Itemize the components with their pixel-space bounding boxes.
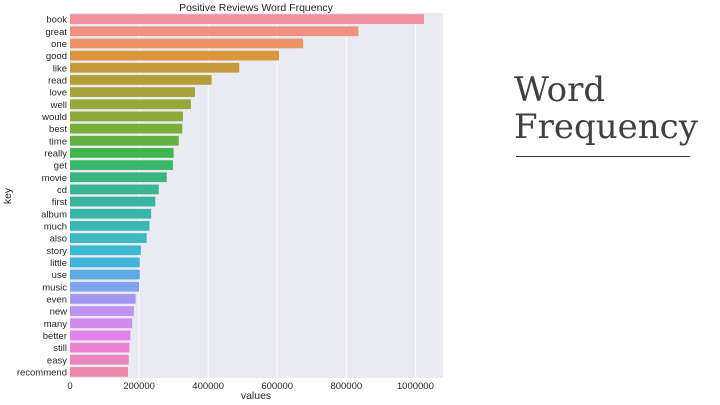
slide-title: Word Frequency bbox=[514, 72, 698, 146]
y-tick-label: first bbox=[52, 197, 68, 208]
y-tick-label: still bbox=[53, 343, 67, 354]
y-tick-label: time bbox=[49, 136, 67, 147]
bar-even bbox=[70, 294, 136, 304]
y-tick-label: read bbox=[48, 75, 67, 86]
bar-album bbox=[70, 208, 152, 219]
y-tick-label: little bbox=[50, 258, 67, 269]
x-tick-label: 600000 bbox=[261, 381, 293, 392]
grid-lines bbox=[69, 13, 416, 378]
slide-title-line-2: Frequency bbox=[514, 107, 698, 147]
plot-area bbox=[70, 13, 443, 378]
bar-movie bbox=[70, 172, 167, 183]
bar-little bbox=[70, 257, 140, 268]
y-tick-label: album bbox=[41, 209, 67, 220]
bar-read bbox=[70, 75, 212, 85]
x-tick-label: 0 bbox=[67, 381, 72, 392]
y-tick-label: book bbox=[46, 15, 67, 26]
y-tick-label: good bbox=[46, 51, 67, 62]
bar-recommend bbox=[70, 367, 129, 377]
y-tick-label: cd bbox=[57, 185, 67, 196]
y-tick-label: better bbox=[43, 331, 67, 342]
y-tick-label: even bbox=[46, 294, 67, 305]
bar-like bbox=[70, 62, 240, 73]
bar-still bbox=[70, 342, 130, 353]
bar-one bbox=[70, 38, 304, 49]
x-tick-label: 400000 bbox=[192, 381, 224, 392]
bar-best bbox=[70, 123, 183, 134]
y-tick-label: great bbox=[45, 27, 67, 38]
bar-many bbox=[70, 318, 133, 329]
bar-well bbox=[70, 99, 191, 110]
bar-love bbox=[70, 87, 196, 97]
bar-first bbox=[70, 196, 156, 207]
y-tick-label: music bbox=[42, 282, 67, 293]
bar-story bbox=[70, 245, 141, 256]
y-tick-label: well bbox=[50, 100, 67, 111]
bar-use bbox=[70, 269, 140, 280]
y-tick-label: get bbox=[54, 161, 68, 172]
bar-cd bbox=[70, 184, 159, 195]
bar-get bbox=[70, 160, 173, 170]
x-tick-label: 1000000 bbox=[397, 381, 434, 392]
chart-title: Positive Reviews Word Frquency bbox=[179, 2, 334, 14]
bar-would bbox=[70, 111, 183, 122]
y-tick-label: like bbox=[53, 63, 67, 74]
y-tick-label: easy bbox=[47, 355, 67, 366]
bars bbox=[70, 14, 425, 377]
y-tick-label: love bbox=[50, 88, 67, 99]
y-tick-label: many bbox=[44, 319, 67, 330]
bar-book bbox=[70, 14, 425, 24]
y-tick-label: recommend bbox=[17, 367, 67, 378]
y-tick-label: much bbox=[44, 221, 67, 232]
bar-better bbox=[70, 330, 131, 341]
y-tick-label: movie bbox=[42, 173, 67, 184]
bar-music bbox=[70, 281, 140, 292]
y-tick-label: story bbox=[46, 246, 67, 257]
bar-great bbox=[70, 26, 359, 37]
y-tick-label: really bbox=[44, 148, 67, 159]
bar-good bbox=[70, 50, 279, 61]
bar-easy bbox=[70, 354, 129, 365]
x-axis-label: values bbox=[241, 390, 271, 402]
bar-new bbox=[70, 306, 134, 316]
y-tick-label: new bbox=[50, 307, 68, 318]
bar-really bbox=[70, 148, 174, 158]
x-tick-label: 800000 bbox=[330, 381, 362, 392]
bar-much bbox=[70, 221, 150, 231]
y-tick-label: also bbox=[50, 234, 67, 245]
bar-also bbox=[70, 233, 147, 243]
y-tick-label: would bbox=[41, 112, 67, 123]
title-underline bbox=[516, 156, 690, 157]
x-tick-label: 200000 bbox=[123, 381, 155, 392]
y-tick-label: use bbox=[52, 270, 67, 281]
slide-title-line-1: Word bbox=[514, 70, 606, 110]
y-tick-label: best bbox=[49, 124, 67, 135]
y-axis-label: key bbox=[2, 187, 14, 204]
x-tick-labels: 0 200000 400000 600000 800000 1000000 bbox=[67, 381, 434, 392]
bar-time bbox=[70, 135, 179, 146]
y-tick-label: one bbox=[51, 39, 67, 50]
